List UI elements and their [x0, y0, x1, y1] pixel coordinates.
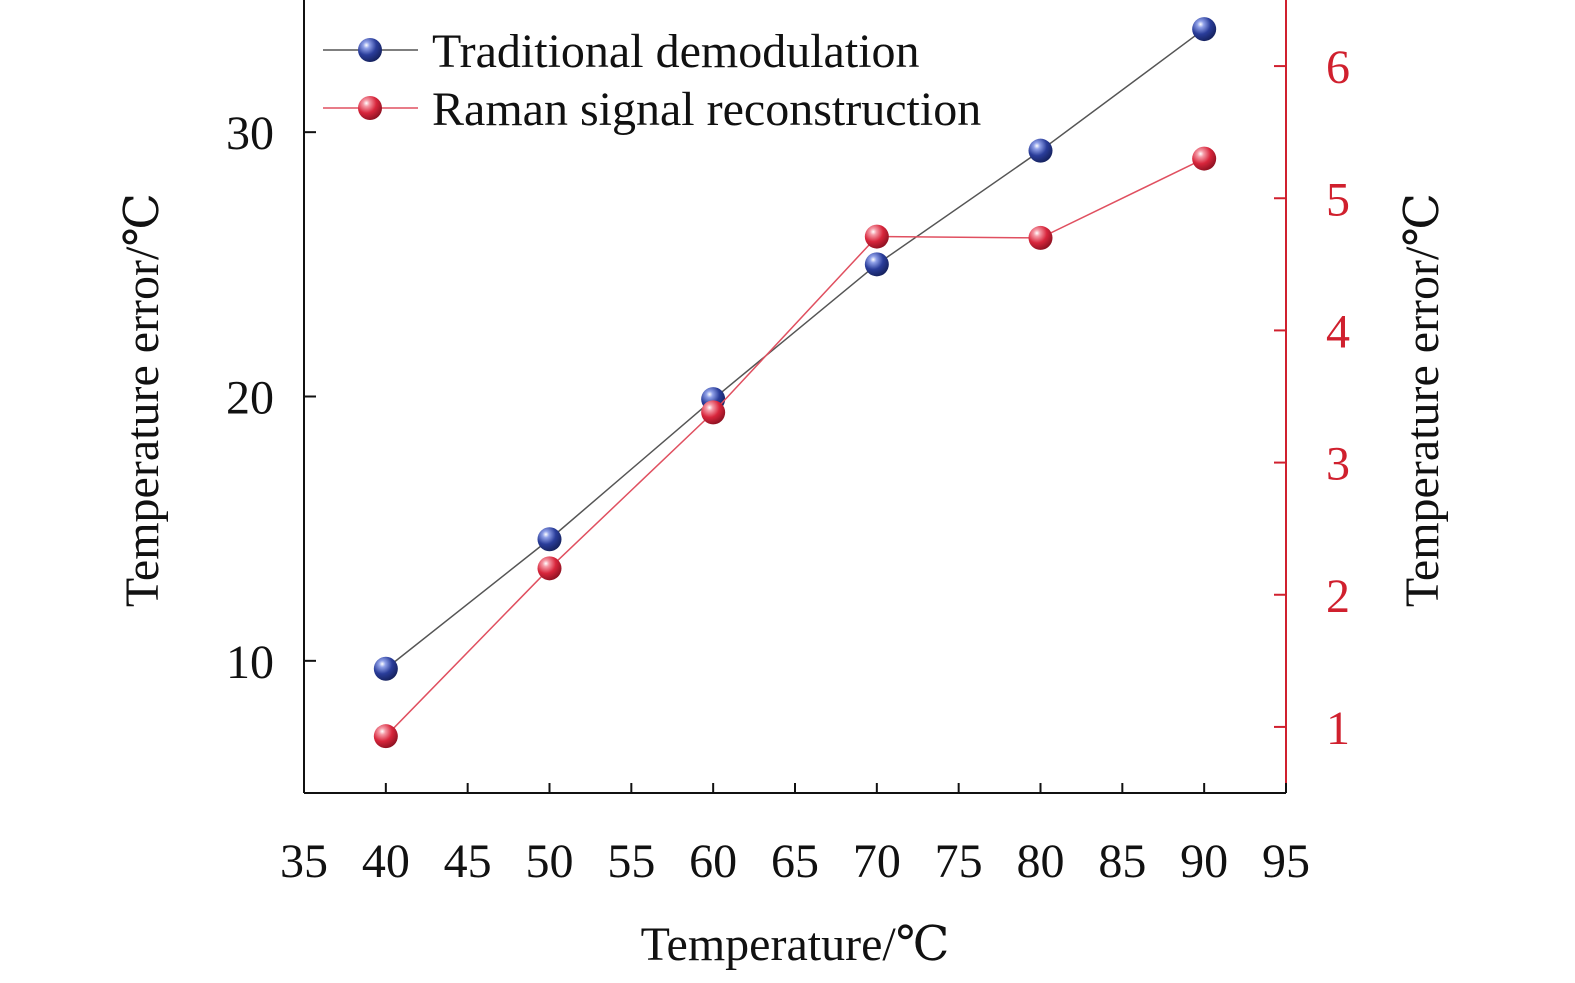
y-right-tick-label-6: 6 — [1326, 41, 1350, 94]
series-line-1 — [385, 157, 1205, 737]
series-1-point-60 — [701, 400, 726, 425]
x-tick-label-40: 40 — [362, 835, 410, 888]
series-line-0 — [385, 28, 1205, 670]
x-tick-label-75: 75 — [935, 835, 983, 888]
x-tick-label-85: 85 — [1098, 835, 1146, 888]
x-tick-label-90: 90 — [1180, 835, 1228, 888]
x-tick-label-95: 95 — [1262, 835, 1310, 888]
x-tick-label-70: 70 — [853, 835, 901, 888]
x-axis-title: Temperature/℃ — [641, 918, 950, 971]
series-1-point-70 — [864, 224, 889, 249]
legend-marker-0 — [358, 38, 382, 62]
y-axis-left-title: Temperature error/℃ — [116, 193, 169, 607]
legend-label-1: Raman signal reconstruction — [432, 83, 981, 136]
x-axis: 35 40 45 50 55 60 65 70 75 80 85 90 95 — [280, 783, 1310, 888]
legend-marker-1 — [358, 96, 382, 120]
series-0-point-70 — [864, 252, 889, 277]
y-right-tick-label-4: 4 — [1326, 305, 1350, 358]
y-left-tick-label-30: 30 — [226, 107, 274, 160]
y-axis-right-title: Temperature error/℃ — [1396, 193, 1449, 607]
series-layer — [373, 17, 1217, 749]
series-1-point-80 — [1028, 225, 1053, 250]
x-tick-label-80: 80 — [1017, 835, 1065, 888]
x-tick-label-65: 65 — [771, 835, 819, 888]
y-left-tick-label-10: 10 — [226, 636, 274, 689]
x-tick-label-50: 50 — [526, 835, 574, 888]
series-1-point-40 — [373, 724, 398, 749]
x-tick-label-55: 55 — [607, 835, 655, 888]
series-1-point-90 — [1192, 146, 1217, 171]
series-0-point-40 — [373, 656, 398, 681]
y-axis-left: 10 20 30 — [226, 107, 316, 689]
series-0-point-50 — [537, 527, 562, 552]
series-0-point-80 — [1028, 138, 1053, 163]
legend-label-0: Traditional demodulation — [432, 25, 920, 78]
series-0-point-90 — [1192, 17, 1217, 42]
x-tick-label-35: 35 — [280, 835, 328, 888]
series-1-point-50 — [537, 556, 562, 581]
y-right-tick-label-3: 3 — [1326, 438, 1350, 491]
x-tick-label-60: 60 — [689, 835, 737, 888]
x-tick-label-45: 45 — [444, 835, 492, 888]
y-axis-right: 1 2 3 4 5 6 — [1274, 41, 1350, 755]
y-left-tick-label-20: 20 — [226, 372, 274, 425]
y-right-tick-label-1: 1 — [1326, 702, 1350, 755]
y-right-tick-label-2: 2 — [1326, 570, 1350, 623]
y-right-tick-label-5: 5 — [1326, 173, 1350, 226]
